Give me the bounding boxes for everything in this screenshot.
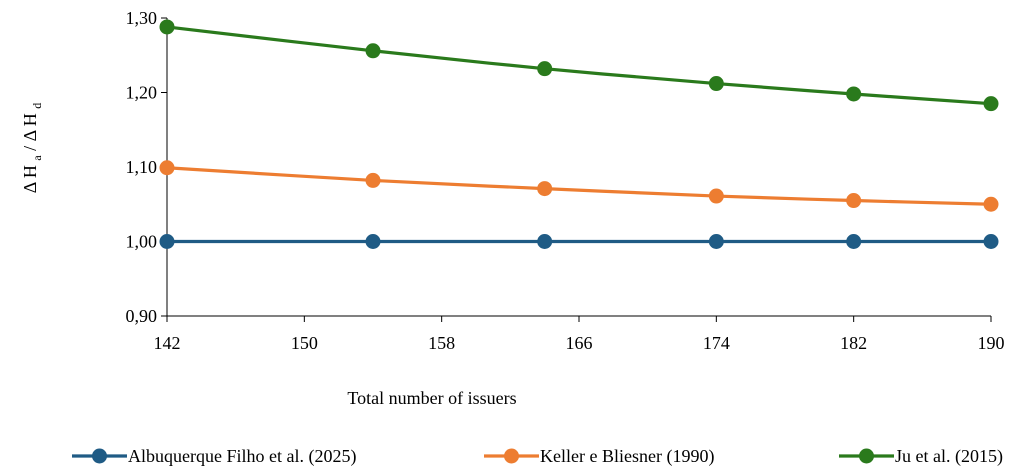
x-axis-title: Total number of issuers — [347, 388, 516, 408]
legend-label: Keller e Bliesner (1990) — [540, 446, 714, 467]
series-1 — [159, 234, 999, 249]
series-3 — [159, 19, 999, 112]
legend-item: Keller e Bliesner (1990) — [484, 446, 714, 467]
data-point — [537, 61, 553, 77]
x-tick-label: 190 — [978, 333, 1005, 353]
series-line — [166, 166, 992, 206]
y-axis-ticks: 0,90 1,00 1,10 1,20 1,30 — [126, 8, 167, 326]
data-point — [365, 234, 381, 249]
data-point — [159, 234, 175, 249]
x-tick-label: 166 — [566, 333, 593, 353]
legend-marker — [92, 448, 107, 464]
x-tick-label: 158 — [428, 333, 455, 353]
y-tick-label: 1,10 — [126, 157, 158, 177]
x-tick-label: 150 — [291, 333, 318, 353]
series-group — [159, 19, 999, 249]
legend-marker — [859, 448, 874, 464]
data-point — [983, 234, 999, 249]
y-tick-label: 0,90 — [126, 306, 158, 326]
x-tick-label: 174 — [703, 333, 730, 353]
y-title-h-d: H — [20, 113, 40, 126]
series-line — [166, 25, 992, 106]
y-title-sub-a: a — [30, 155, 44, 161]
data-point — [708, 76, 724, 92]
data-point — [983, 96, 999, 112]
legend-item: Ju et al. (2015) — [839, 446, 1003, 467]
legend: Albuquerque Filho et al. (2025) Keller e … — [72, 446, 1003, 467]
data-point — [159, 19, 175, 35]
y-title-sub-d: d — [30, 103, 44, 109]
x-tick-label: 182 — [840, 333, 867, 353]
y-tick-label: 1,30 — [126, 8, 158, 28]
legend-marker — [504, 448, 519, 464]
legend-item: Albuquerque Filho et al. (2025) — [72, 446, 356, 467]
y-title-delta-d: Δ — [20, 130, 40, 141]
y-title-h-a: H — [20, 165, 40, 178]
y-axis-title: Δ H a / Δ H d — [20, 103, 44, 194]
data-point — [846, 86, 862, 102]
x-axis-ticks: 142 150 158 166 174 182 190 — [154, 316, 1005, 353]
data-point — [708, 234, 724, 249]
data-point — [537, 234, 553, 249]
legend-label: Ju et al. (2015) — [895, 446, 1003, 467]
legend-label: Albuquerque Filho et al. (2025) — [128, 446, 356, 467]
data-point — [365, 172, 381, 188]
data-point — [365, 43, 381, 59]
data-point — [537, 181, 553, 197]
y-tick-label: 1,20 — [126, 83, 158, 103]
data-point — [708, 188, 724, 204]
data-point — [983, 196, 999, 212]
data-point — [846, 193, 862, 209]
data-point — [159, 160, 175, 176]
y-title-slash: / — [20, 146, 40, 151]
data-point — [846, 234, 862, 249]
series-2 — [159, 160, 999, 212]
x-tick-label: 142 — [154, 333, 181, 353]
y-title-delta-a: Δ — [20, 182, 40, 193]
y-tick-label: 1,00 — [126, 232, 158, 252]
